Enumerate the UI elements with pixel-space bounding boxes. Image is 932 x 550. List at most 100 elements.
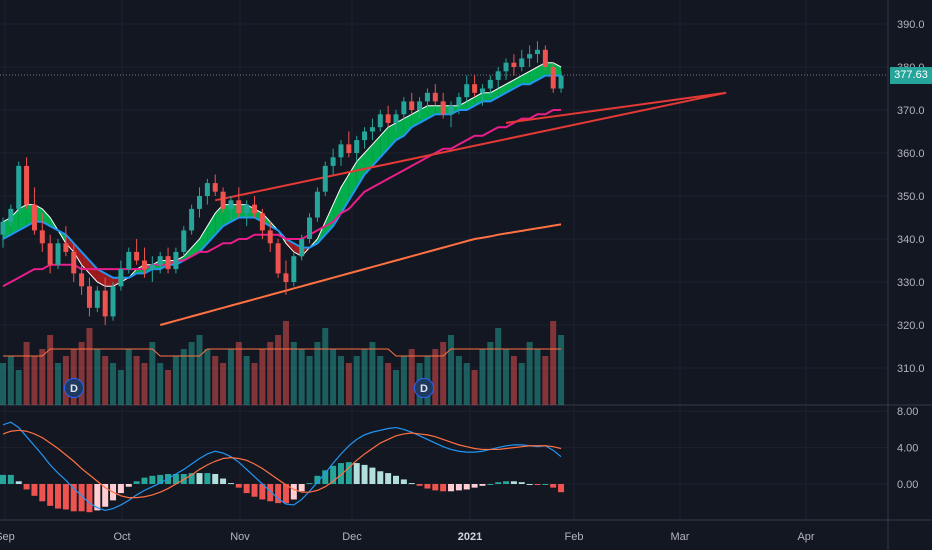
- volume-bar: [518, 363, 525, 405]
- candle-body: [307, 217, 313, 239]
- volume-bar: [157, 363, 164, 405]
- candle: [495, 67, 501, 89]
- volume-bar: [15, 370, 22, 405]
- candle: [55, 239, 61, 270]
- volume-bar: [7, 356, 14, 405]
- volume-bar: [141, 363, 148, 405]
- candle-body: [479, 88, 485, 93]
- macd-histogram-bar: [243, 484, 250, 494]
- trendline: [505, 91, 727, 124]
- macd-histogram-bar: [479, 484, 486, 486]
- trendline: [215, 91, 727, 202]
- macd-histogram-bar: [424, 484, 431, 489]
- ma-ribbon-segment: [482, 92, 491, 102]
- dividend-marker[interactable]: D: [64, 378, 84, 398]
- candle-body: [330, 157, 336, 166]
- macd-histogram-bar: [393, 475, 399, 484]
- candle: [307, 213, 313, 244]
- candle-body: [189, 208, 195, 231]
- candle-body: [204, 183, 210, 196]
- volume-bar: [125, 349, 132, 405]
- macd-histogram-bar: [23, 484, 30, 490]
- candle: [550, 62, 556, 93]
- candle: [204, 178, 210, 205]
- price-tick-label: 320.0: [897, 320, 925, 332]
- macd-histogram-bar: [0, 474, 6, 484]
- candle: [220, 187, 226, 214]
- candle-body: [322, 165, 328, 192]
- candle-body: [259, 213, 265, 231]
- candle-body: [110, 286, 116, 317]
- candle: [354, 135, 360, 162]
- candle: [157, 251, 163, 274]
- candle-body: [134, 251, 140, 261]
- candle: [165, 247, 171, 274]
- macd-histogram-bar: [487, 484, 494, 485]
- candle: [267, 221, 273, 252]
- macd-histogram-bar: [400, 479, 407, 484]
- candle: [330, 148, 336, 175]
- macd-histogram-bar: [440, 484, 447, 492]
- macd-histogram-bar: [463, 484, 470, 490]
- macd-histogram-bar: [157, 474, 164, 484]
- candle-body: [220, 191, 226, 209]
- macd-histogram-bar: [455, 484, 462, 491]
- macd-histogram-bar: [70, 484, 77, 512]
- candle: [338, 140, 344, 166]
- candle-body: [385, 114, 391, 123]
- ma-ribbon-segment: [506, 79, 514, 93]
- volume-bar: [487, 342, 494, 405]
- ma-ribbon-segment: [89, 260, 98, 282]
- candle-body: [0, 221, 6, 235]
- macd-histogram-bar: [62, 484, 69, 510]
- candle: [31, 187, 37, 235]
- macd-histogram-bar: [361, 464, 368, 484]
- volume-bar: [117, 370, 124, 405]
- volume-bar: [448, 335, 455, 405]
- macd-histogram-bar: [353, 463, 360, 484]
- candle: [141, 247, 147, 278]
- ma-ribbon-segment: [10, 208, 19, 235]
- dividend-marker[interactable]: D: [414, 378, 434, 398]
- candle-body: [71, 251, 77, 274]
- candle-body: [63, 243, 69, 252]
- candle: [424, 88, 430, 110]
- time-tick-label: Feb: [565, 531, 584, 543]
- candle: [0, 217, 6, 248]
- candle-body: [314, 191, 320, 218]
- candle-body: [519, 58, 525, 67]
- candle: [244, 200, 250, 227]
- candle-body: [102, 290, 108, 317]
- moving-average-line: [159, 223, 562, 326]
- volume-bar: [290, 342, 297, 405]
- macd-histogram-bar: [314, 475, 321, 484]
- macd-histogram-bar: [432, 484, 439, 491]
- volume-bar: [432, 349, 439, 405]
- time-tick-label: Sep: [0, 531, 15, 543]
- macd-histogram-bar: [259, 484, 266, 500]
- candle-body: [212, 183, 218, 192]
- ma-ribbon-segment: [285, 239, 294, 252]
- volume-bar: [377, 356, 384, 405]
- candle: [110, 282, 116, 321]
- macd-histogram-bar: [141, 477, 148, 484]
- candle: [39, 213, 45, 252]
- ma-ribbon-segment: [521, 71, 530, 85]
- volume-bar: [165, 370, 172, 405]
- volume-bar: [495, 328, 502, 405]
- macd-histogram-bar: [149, 475, 156, 484]
- candle-body: [141, 260, 147, 270]
- candle: [542, 45, 548, 72]
- candle-body: [503, 62, 509, 72]
- time-tick-label: Apr: [797, 531, 814, 543]
- candle-body: [464, 84, 470, 98]
- volume-bar: [55, 363, 62, 405]
- candle: [440, 92, 446, 119]
- volume-bar: [282, 321, 289, 405]
- price-tick-label: 390.0: [897, 19, 925, 31]
- moving-average-line: [2, 74, 562, 279]
- candle: [181, 226, 187, 257]
- volume-bar: [172, 356, 179, 405]
- volume-bar: [408, 349, 415, 405]
